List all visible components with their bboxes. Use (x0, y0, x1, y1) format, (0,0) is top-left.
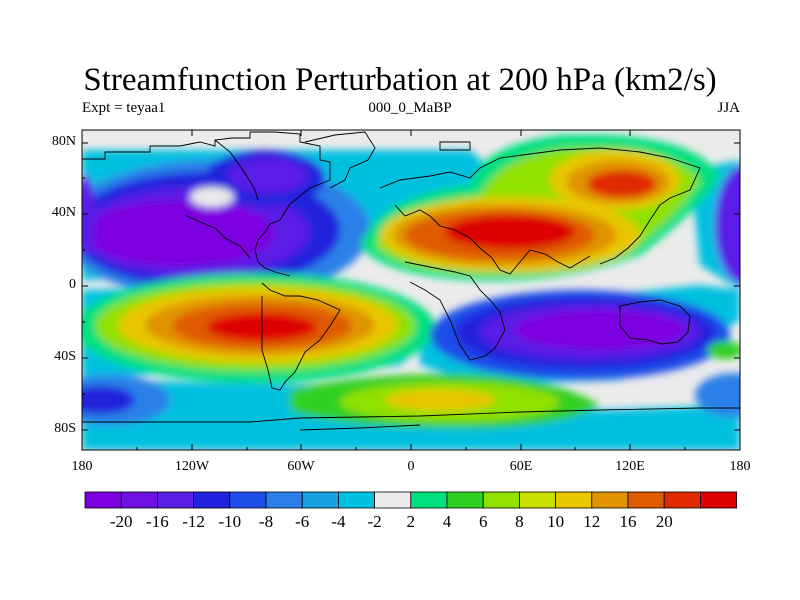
colorbar-label: -6 (295, 512, 310, 531)
colorbar-swatch (700, 491, 738, 509)
colorbar-label: -8 (258, 512, 274, 531)
colorbar-label: -2 (367, 512, 382, 531)
lon-label-60w: 60W (287, 459, 315, 474)
positive-lobe-southern (290, 374, 600, 429)
lon-label-180w: 180 (71, 459, 93, 474)
colorbar-label: 8 (515, 512, 524, 531)
colorbar-swatch (301, 491, 339, 509)
colorbar-label: 16 (619, 512, 637, 531)
lon-label-60e: 60E (509, 459, 533, 474)
experiment-label: Expt = teyaa1 (82, 100, 166, 116)
colorbar-swatch (193, 491, 231, 509)
colorbar-swatch (663, 491, 701, 509)
colorbar-swatch (156, 491, 194, 509)
contour-field (82, 130, 740, 450)
lat-label-80n: 80N (51, 134, 76, 149)
colorbar-swatch (410, 491, 448, 509)
colorbar-swatch (446, 491, 484, 509)
colorbar-swatch (627, 491, 665, 509)
time-label: 000_0_MaBP (368, 100, 452, 116)
map-title: Streamfunction Perturbation at 200 hPa (… (83, 62, 717, 98)
lat-label-40n: 40N (51, 205, 76, 220)
season-label: JJA (717, 100, 740, 116)
lat-label-0: 0 (69, 277, 76, 292)
colorbar-label: -20 (109, 512, 133, 531)
colorbar-swatch (337, 491, 375, 509)
colorbar-swatch (120, 491, 158, 509)
colorbar-label: -10 (218, 512, 242, 531)
colorbar (84, 491, 738, 509)
lon-label-120w: 120W (174, 459, 210, 474)
negative-lobe-indian-ocean (430, 290, 730, 380)
positive-lobe-asia (360, 134, 720, 281)
colorbar-swatch (374, 491, 412, 509)
colorbar-label: 6 (478, 512, 488, 531)
negative-lobe-east-edge (715, 165, 740, 285)
colorbar-label: -4 (331, 512, 346, 531)
axis-ticks (82, 130, 740, 450)
lon-label-0: 0 (407, 459, 415, 474)
colorbar-swatch (482, 491, 520, 509)
colorbar-swatch (84, 491, 122, 509)
lon-label-120e: 120E (615, 459, 645, 474)
colorbar-swatch (555, 491, 593, 509)
colorbar-label: 20 (655, 512, 673, 531)
colorbar-label: 2 (406, 512, 416, 531)
colorbar-swatch (591, 491, 629, 509)
colorbar-label: -16 (146, 512, 169, 531)
colorbar-swatch (265, 491, 303, 509)
colorbar-swatch (519, 491, 557, 509)
colorbar-swatch (229, 491, 267, 509)
colorbar-label: 12 (583, 512, 601, 531)
positive-lobe-south-america (82, 273, 435, 383)
negative-lobe-north-pacific (82, 150, 370, 300)
colorbar-label: -12 (182, 512, 205, 531)
lat-label-80s: 80S (54, 421, 76, 436)
colorbar-label: 10 (547, 512, 565, 531)
lon-label-180e: 180 (729, 459, 751, 474)
lat-label-40s: 40S (54, 349, 76, 364)
coastlines (82, 131, 740, 431)
colorbar-label: 4 (442, 512, 452, 531)
